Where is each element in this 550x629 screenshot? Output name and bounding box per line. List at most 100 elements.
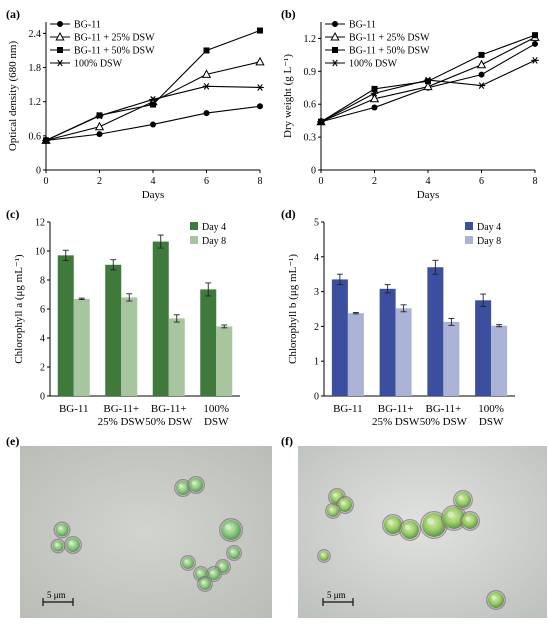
cell xyxy=(187,476,205,494)
data-point-stroke xyxy=(371,89,378,97)
y-tick-label: 0.6 xyxy=(29,131,42,142)
data-point xyxy=(477,82,486,89)
legend-swatch xyxy=(190,222,198,230)
cell-highlight xyxy=(230,549,234,553)
data-point xyxy=(532,32,538,39)
cell-body xyxy=(221,520,241,540)
x-tick-label: 6 xyxy=(204,176,209,187)
category-label: 50% DSW xyxy=(145,416,193,428)
y-tick-label: 2.4 xyxy=(29,29,42,40)
bar xyxy=(121,297,138,396)
data-point-stroke xyxy=(96,112,103,120)
legend-marker xyxy=(57,47,63,53)
x-tick-label: 2 xyxy=(372,176,377,187)
data-point xyxy=(257,103,263,110)
data-point xyxy=(369,93,380,103)
cell-highlight xyxy=(491,595,496,600)
data-point xyxy=(255,56,265,66)
cell-body xyxy=(401,521,419,539)
cell-wall xyxy=(226,545,242,561)
cell xyxy=(317,549,331,563)
cell-body xyxy=(462,513,478,529)
category-label: DSW xyxy=(204,416,229,428)
cell-highlight xyxy=(178,483,183,488)
legend-entry: BG-11 + 50% DSW xyxy=(325,46,430,57)
cell-wall xyxy=(460,511,480,531)
panel-label-d: (d) xyxy=(281,207,296,221)
category-label: 100% xyxy=(203,403,229,415)
micrograph-e: 5 μm xyxy=(20,446,272,618)
cell xyxy=(460,511,480,531)
category-label: BG-11+ xyxy=(151,403,187,415)
bar xyxy=(216,326,233,396)
bar xyxy=(73,298,90,396)
cell-body xyxy=(199,578,211,590)
data-point-stroke xyxy=(425,76,431,84)
panel-label-e: (e) xyxy=(6,434,19,448)
bar xyxy=(443,321,460,396)
category-label: DSW xyxy=(479,416,504,428)
panel-label-f: (f) xyxy=(281,434,293,448)
cell xyxy=(325,503,341,519)
legend-marker xyxy=(332,47,338,53)
bar xyxy=(331,279,348,396)
data-point xyxy=(94,121,105,131)
series-3 xyxy=(317,57,539,126)
cell xyxy=(64,536,82,554)
y-tick-label: 0 xyxy=(40,392,45,403)
cell-body xyxy=(488,592,504,608)
legend-marker-stroke xyxy=(332,59,338,67)
cell-body xyxy=(384,516,402,534)
legend-marker xyxy=(57,21,63,27)
category-label: 25% DSW xyxy=(98,416,146,428)
legend-label: BG-11 + 25% DSW xyxy=(74,33,155,44)
legend-entry: BG-11 xyxy=(325,20,376,31)
chart-optical-density: 0 0.6 1.2 1.8 2.4 0 2 4 6 8 Days Optical density (6… xyxy=(7,20,265,201)
cell-highlight xyxy=(465,516,470,521)
legend-marker xyxy=(56,59,64,67)
y-tick-label: 2 xyxy=(40,363,45,374)
cell-wall xyxy=(317,549,331,563)
data-point xyxy=(149,96,157,103)
cell-body xyxy=(228,547,240,559)
cell xyxy=(336,496,354,514)
panel-label-c: (c) xyxy=(6,207,19,221)
cell-highlight xyxy=(58,526,62,530)
data-point xyxy=(478,51,485,58)
cell xyxy=(50,538,66,554)
data-point-stroke xyxy=(532,57,538,64)
category-label: 100% xyxy=(478,403,504,415)
cell-body xyxy=(443,507,465,529)
cell-highlight xyxy=(197,570,201,574)
data-point xyxy=(371,104,378,111)
data-point xyxy=(424,76,432,84)
category-label: 50% DSW xyxy=(420,416,468,428)
cell-highlight xyxy=(191,480,196,485)
cell-wall xyxy=(325,503,341,519)
x-tick-label: 8 xyxy=(258,176,263,187)
cell-highlight xyxy=(427,518,434,525)
cell-highlight xyxy=(387,519,393,525)
cell xyxy=(399,519,421,541)
bar xyxy=(200,289,217,396)
y-tick-label: 8 xyxy=(40,276,45,287)
y-tick-label: 0.3 xyxy=(304,133,317,144)
legend-entry: Day 8 xyxy=(465,236,501,247)
y-tick-label: 1.8 xyxy=(29,63,42,74)
legend-entry: BG-11 + 25% DSW xyxy=(50,31,155,44)
data-point-stroke xyxy=(478,82,485,89)
scale-bar-label-f: 5 μm xyxy=(327,590,346,600)
x-axis-label: Days xyxy=(417,189,440,201)
cell-highlight xyxy=(340,500,345,505)
cell xyxy=(180,555,196,571)
legend-entry: Day 4 xyxy=(465,222,501,233)
cell-wall xyxy=(399,519,421,541)
data-point xyxy=(371,85,378,92)
y-tick-label: 0.9 xyxy=(304,67,317,78)
cell-highlight xyxy=(321,553,324,556)
bar xyxy=(347,313,364,396)
legend-marker xyxy=(330,31,340,41)
legend-marker xyxy=(332,21,338,27)
y-tick-label: 2 xyxy=(314,322,319,333)
legend-swatch xyxy=(465,222,473,230)
